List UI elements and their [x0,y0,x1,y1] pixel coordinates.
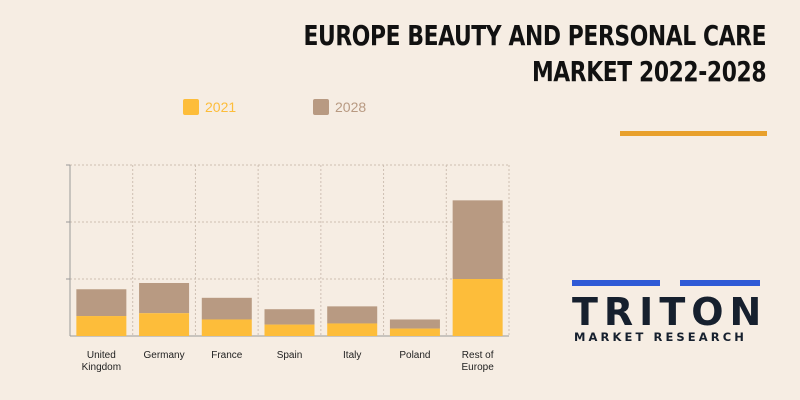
x-tick-label-united-kingdom: United Kingdom [82,350,121,373]
bar-2028-france [201,297,252,320]
logo-wordmark: TRITON [572,290,768,334]
bar-2021-rest-of-europe [452,279,503,336]
legend-item-2021: 2021 [183,99,236,115]
bar-2021-italy [327,323,378,336]
bar-2021-france [201,319,252,336]
bar-2028-germany [139,282,190,314]
triton-logo: TRITON MARKET RESEARCH [572,278,762,348]
bar-2028-united-kingdom [76,289,127,317]
title-accent-bar [620,131,767,136]
bar-2021-poland [389,328,440,336]
bar-2021-germany [139,313,190,336]
logo-bar-right [680,280,760,286]
x-tick-label-rest-of-europe: Rest of Europe [462,350,495,373]
logo-bar-left [572,280,660,286]
bar-2021-united-kingdom [76,316,127,336]
x-tick-label-italy: Italy [343,350,361,361]
logo-tagline: MARKET RESEARCH [574,330,747,344]
bar-2028-poland [389,319,440,329]
x-tick-label-france: France [211,350,243,361]
x-tick-label-poland: Poland [399,350,430,361]
x-tick-label-germany: Germany [144,350,185,361]
chart-title-line-2: MARKET 2022-2028 [531,55,767,88]
chart-title: EUROPE BEAUTY AND PERSONAL CARE MARKET 2… [303,18,766,90]
legend-swatch-2021 [183,99,199,115]
bar-2021-spain [264,324,315,336]
legend-swatch-2028 [313,99,329,115]
legend-label-2021: 2021 [205,99,237,115]
bar-2028-spain [264,309,315,325]
legend-label-2028: 2028 [335,99,367,115]
bar-2028-rest-of-europe [452,200,503,279]
bar-2028-italy [327,306,378,324]
chart-title-line-1: EUROPE BEAUTY AND PERSONAL CARE [303,19,766,52]
legend-item-2028: 2028 [313,99,366,115]
x-tick-label-spain: Spain [277,350,303,361]
